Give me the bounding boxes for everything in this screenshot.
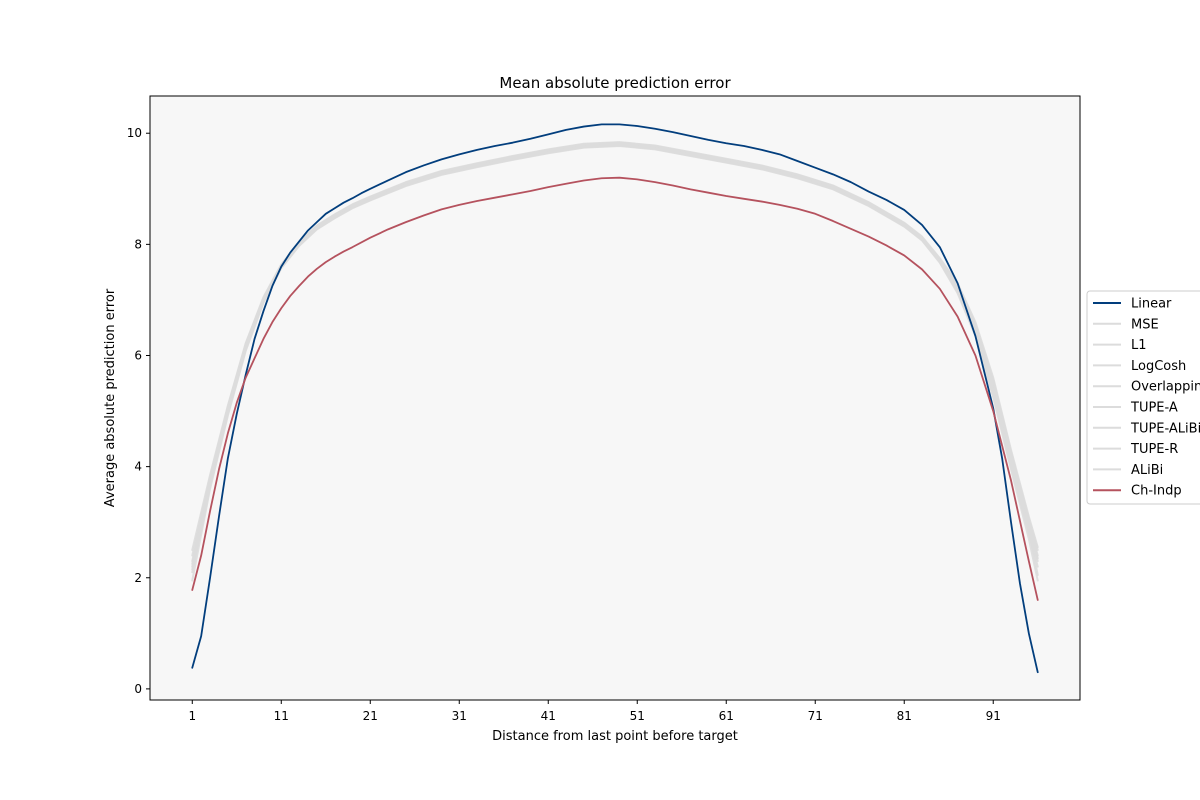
x-axis-label: Distance from last point before target [492,729,738,744]
y-tick-label: 10 [127,126,142,140]
x-tick-label: 61 [719,709,734,723]
x-tick-label: 51 [630,709,645,723]
legend-label: TUPE-ALiBi [1130,421,1200,436]
series-line-ch-indp [191,176,1039,601]
legend-label: L1 [1131,338,1147,353]
legend-label: LogCosh [1131,359,1186,374]
y-tick-label: 0 [134,682,142,696]
x-tick-label: 11 [274,709,289,723]
series-layer [191,123,1039,674]
legend-label: MSE [1131,317,1159,332]
x-tick-label: 71 [808,709,823,723]
x-tick-label: 81 [897,709,912,723]
series-line-alibi [191,145,1039,582]
x-tick-label: 41 [541,709,556,723]
x-tick-label: 31 [452,709,467,723]
x-axis: 1 11 21 31 41 51 61 71 81 91 [188,700,1001,723]
x-tick-label: 1 [188,709,196,723]
x-tick-label: 91 [986,709,1001,723]
series-line-linear [191,123,1039,674]
y-tick-label: 4 [134,460,142,474]
y-tick-label: 6 [134,348,142,362]
chart-title: Mean absolute prediction error [499,74,731,92]
legend-label: Linear [1131,297,1172,312]
legend-label: TUPE-A [1130,401,1178,416]
x-tick-label: 21 [363,709,378,723]
legend-label: Overlapping [1131,380,1200,395]
y-axis-label: Average absolute prediction error [103,288,118,507]
plot-frame [149,95,1081,701]
y-axis: 0 2 4 6 8 10 [127,126,150,696]
legend-label: ALiBi [1131,463,1163,478]
legend-label: Ch-Indp [1131,484,1182,499]
y-tick-label: 2 [134,571,142,585]
legend-label: TUPE-R [1130,442,1178,457]
plot-background [150,96,1080,700]
y-tick-label: 8 [134,237,142,251]
legend: Linear MSE L1 LogCosh Overlapping TUPE-A TUPE-… [1086,290,1200,505]
